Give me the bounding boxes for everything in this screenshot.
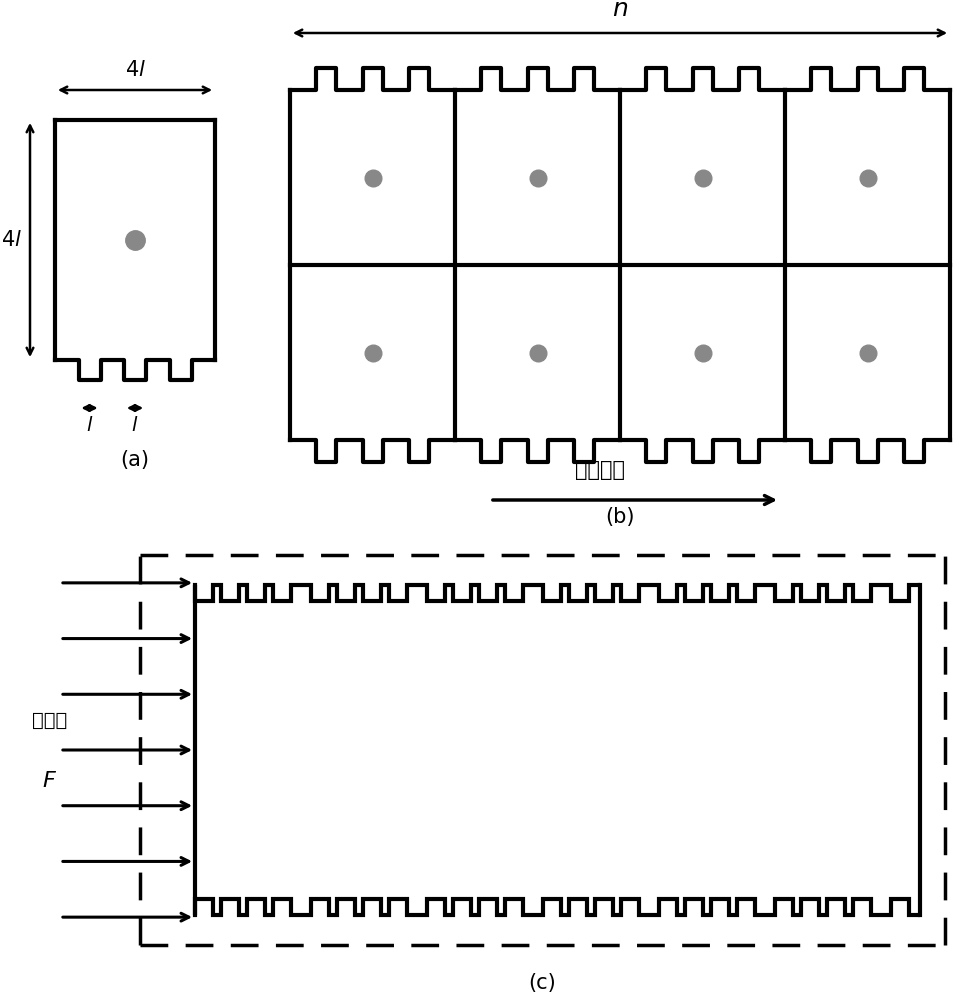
Text: (c): (c) bbox=[529, 973, 556, 993]
Text: $l$: $l$ bbox=[131, 416, 139, 435]
Text: $F$: $F$ bbox=[42, 770, 58, 792]
Text: 剪切力: 剪切力 bbox=[32, 711, 67, 730]
Text: (a): (a) bbox=[120, 450, 149, 470]
Text: $l$: $l$ bbox=[86, 416, 93, 435]
Text: 剪切方向: 剪切方向 bbox=[575, 460, 625, 480]
Text: $n$: $n$ bbox=[612, 0, 628, 21]
Text: $4l$: $4l$ bbox=[124, 60, 146, 80]
Text: (b): (b) bbox=[605, 507, 635, 527]
Text: $4l$: $4l$ bbox=[1, 230, 22, 250]
